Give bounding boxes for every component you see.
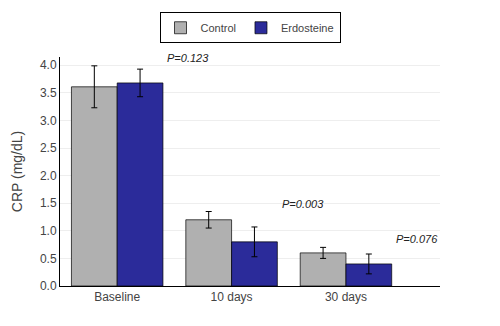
svg-text:CRP (mg/dL): CRP (mg/dL) (9, 131, 25, 212)
svg-text:Erdosteine: Erdosteine (281, 22, 334, 34)
svg-text:2.0: 2.0 (40, 169, 57, 183)
svg-text:2.5: 2.5 (40, 141, 57, 155)
svg-text:1.0: 1.0 (40, 224, 57, 238)
svg-text:4.0: 4.0 (40, 58, 57, 72)
svg-text:30 days: 30 days (325, 290, 367, 304)
svg-text:3.0: 3.0 (40, 114, 57, 128)
svg-text:0.5: 0.5 (40, 252, 57, 266)
svg-text:P=0.123: P=0.123 (167, 52, 209, 64)
svg-text:3.5: 3.5 (40, 86, 57, 100)
svg-text:P=0.003: P=0.003 (282, 198, 324, 210)
svg-text:10 days: 10 days (211, 290, 253, 304)
svg-text:1.5: 1.5 (40, 196, 57, 210)
svg-text:0.0: 0.0 (40, 279, 57, 293)
svg-text:Baseline: Baseline (94, 290, 140, 304)
svg-text:P=0.076: P=0.076 (396, 233, 438, 245)
svg-text:Control: Control (201, 22, 236, 34)
